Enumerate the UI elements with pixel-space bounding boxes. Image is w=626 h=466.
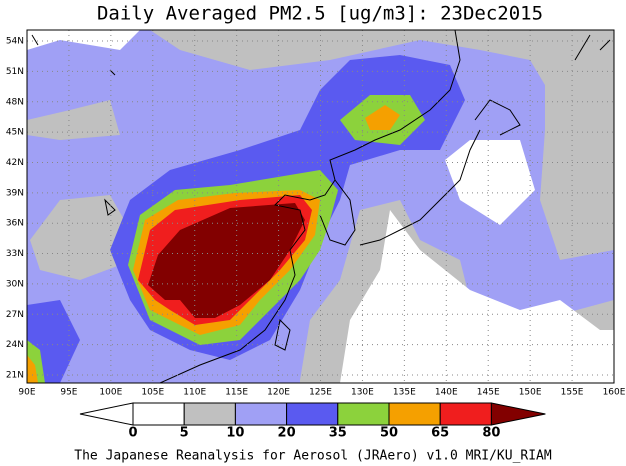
lon-label: 140E bbox=[435, 388, 458, 398]
gray-west bbox=[27, 100, 120, 140]
coastlines bbox=[31, 30, 611, 383]
colorbar-label: 35 bbox=[329, 426, 347, 441]
gray-tibet bbox=[30, 195, 130, 280]
lat-label: 45N bbox=[6, 128, 24, 138]
colorbar-label: 65 bbox=[431, 426, 449, 441]
lat-label: 33N bbox=[6, 249, 24, 259]
lat-label: 39N bbox=[6, 188, 24, 198]
lon-label: 100E bbox=[99, 388, 122, 398]
colorbar-box bbox=[388, 402, 441, 426]
orange-corner bbox=[27, 355, 38, 383]
colorbar-label: 80 bbox=[482, 426, 500, 441]
lat-label: 27N bbox=[6, 310, 24, 320]
lat-label: 54N bbox=[6, 37, 24, 47]
colorbar-box bbox=[337, 402, 390, 426]
lon-label: 145E bbox=[477, 388, 500, 398]
white-japan bbox=[445, 140, 535, 225]
colorbar-box bbox=[183, 402, 236, 426]
lon-label: 135E bbox=[393, 388, 416, 398]
footer-credit: The Japanese Reanalysis for Aerosol (JRA… bbox=[74, 449, 552, 464]
colorbar-label: 50 bbox=[380, 426, 398, 441]
lat-label: 21N bbox=[6, 371, 24, 381]
map-title: Daily Averaged PM2.5 [ug/m3]: 23Dec2015 bbox=[97, 3, 543, 25]
colorbar: 0 5 10 20 35 50 65 80 bbox=[79, 402, 546, 441]
lat-label: 51N bbox=[6, 67, 24, 77]
colorbar-label: 0 bbox=[128, 426, 137, 441]
lon-label: 90E bbox=[18, 388, 35, 398]
lat-label: 24N bbox=[6, 340, 24, 350]
lon-label: 160E bbox=[603, 388, 626, 398]
lat-label: 30N bbox=[6, 279, 24, 289]
orange-north bbox=[365, 105, 400, 130]
lon-label: 110E bbox=[183, 388, 206, 398]
colorbar-under bbox=[79, 402, 134, 426]
colorbar-box bbox=[439, 402, 492, 426]
colorbar-box bbox=[234, 402, 288, 426]
lat-label: 42N bbox=[6, 158, 24, 168]
lon-label: 130E bbox=[351, 388, 374, 398]
graticule: 21N 24N 27N 30N 33N 36N 39N 42N 45N 48N 51N 54N 90E 9… bbox=[6, 30, 626, 398]
lon-label: 155E bbox=[561, 388, 584, 398]
lon-label: 125E bbox=[309, 388, 332, 398]
lon-label: 95E bbox=[60, 388, 77, 398]
lon-label: 120E bbox=[267, 388, 290, 398]
gray-pacific bbox=[540, 50, 614, 260]
lon-label: 150E bbox=[519, 388, 542, 398]
lon-label: 105E bbox=[141, 388, 164, 398]
white-southeast bbox=[340, 210, 614, 383]
white-northwest bbox=[27, 30, 140, 50]
map-frame bbox=[26, 29, 615, 384]
lon-label: 115E bbox=[225, 388, 248, 398]
colorbar-box bbox=[132, 402, 185, 426]
gray-north bbox=[27, 30, 614, 120]
lat-label: 36N bbox=[6, 219, 24, 229]
colorbar-label: 10 bbox=[226, 426, 244, 441]
darkred-china bbox=[148, 203, 305, 318]
lat-label: 48N bbox=[6, 97, 24, 107]
colorbar-label: 20 bbox=[278, 426, 296, 441]
colorbar-label: 5 bbox=[180, 426, 189, 441]
colorbar-box bbox=[286, 402, 339, 426]
map-field bbox=[27, 30, 614, 383]
colorbar-over bbox=[490, 402, 546, 426]
